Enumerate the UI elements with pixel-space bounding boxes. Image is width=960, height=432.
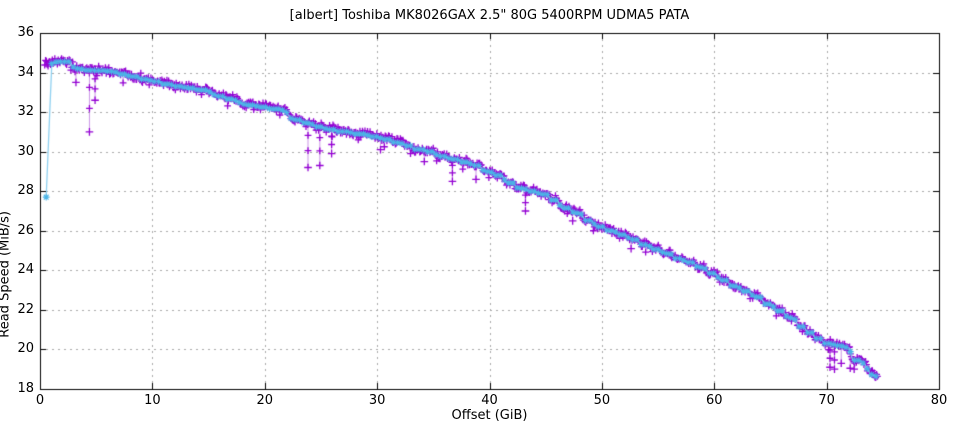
x-tick-label: 0 [35, 393, 45, 408]
y-tick-label: 22 [17, 301, 34, 317]
y-tick-label: 30 [17, 143, 34, 159]
y-tick-label: 18 [17, 381, 34, 396]
x-tick-label: 20 [256, 393, 274, 408]
x-axis-label: Offset (GiB) [451, 408, 528, 423]
y-tick-label: 34 [17, 64, 34, 80]
y-tick-label: 32 [17, 104, 34, 120]
x-tick-label: 80 [930, 393, 948, 408]
y-tick-label: 20 [17, 341, 34, 357]
x-tick-label: 60 [705, 393, 723, 408]
y-tick-label: 28 [17, 183, 34, 199]
y-tick-label: 26 [17, 222, 34, 238]
chart-title: [albert] Toshiba MK8026GAX 2.5" 80G 5400… [289, 8, 690, 23]
y-tick-label: 24 [17, 262, 34, 278]
x-tick-label: 10 [144, 393, 161, 408]
x-tick-label: 50 [593, 393, 611, 408]
x-tick-label: 30 [368, 393, 386, 408]
x-tick-label: 70 [818, 393, 835, 408]
y-tick-label: 36 [17, 25, 34, 40]
x-tick-label: 40 [481, 393, 498, 408]
